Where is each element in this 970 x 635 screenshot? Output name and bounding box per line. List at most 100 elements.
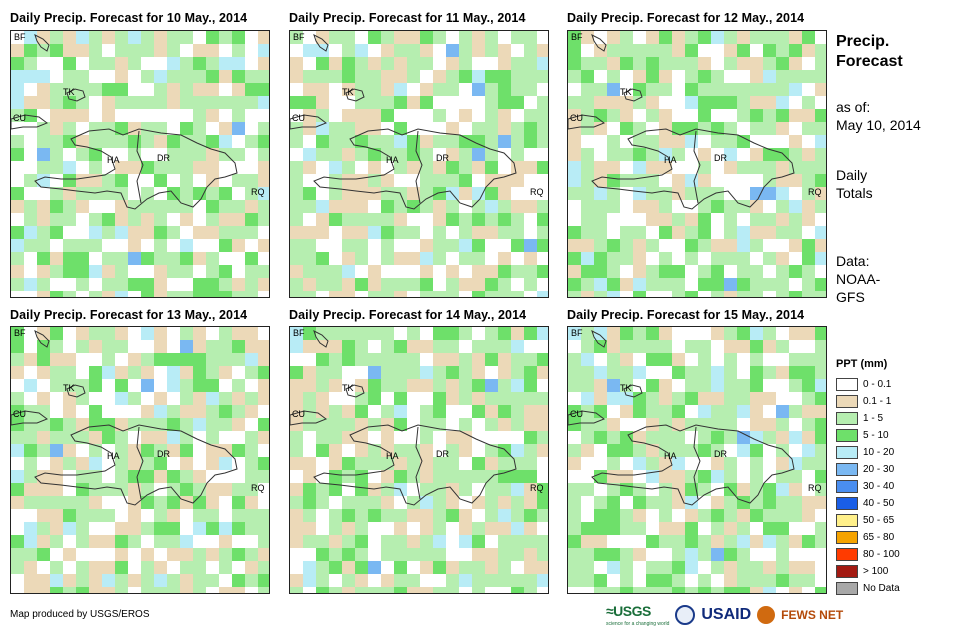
precip-cell (607, 187, 620, 200)
precip-cell (180, 548, 193, 561)
precip-cell (128, 379, 141, 392)
precip-cell (472, 83, 485, 96)
precip-cell (381, 509, 394, 522)
precip-cell (154, 561, 167, 574)
precip-cell (685, 392, 698, 405)
precip-cell (89, 496, 102, 509)
precip-cell (24, 392, 37, 405)
precip-cell (568, 470, 581, 483)
precip-cell (219, 418, 232, 431)
precip-cell (37, 44, 50, 57)
precip-cell (789, 483, 802, 496)
precip-cell (102, 483, 115, 496)
precip-cell (711, 44, 724, 57)
precip-cell (737, 252, 750, 265)
precip-cell (180, 431, 193, 444)
precip-cell (607, 574, 620, 587)
precip-cell (685, 483, 698, 496)
precip-cell (446, 418, 459, 431)
precip-cell (407, 548, 420, 561)
precip-cell (815, 265, 826, 278)
precip-cell (537, 252, 548, 265)
precip-cell (154, 431, 167, 444)
precip-cell (420, 122, 433, 135)
precip-cell (524, 187, 537, 200)
precip-cell (303, 278, 316, 291)
precip-cell (633, 522, 646, 535)
precip-cell (737, 135, 750, 148)
precip-cell (394, 135, 407, 148)
precip-cell (89, 392, 102, 405)
precip-cell (815, 291, 826, 297)
precip-cell (115, 470, 128, 483)
precip-cell (381, 44, 394, 57)
precip-cell (524, 265, 537, 278)
precip-cell (115, 265, 128, 278)
precip-cell (329, 392, 342, 405)
precip-cell (303, 340, 316, 353)
precip-cell (245, 239, 258, 252)
precip-cell (685, 83, 698, 96)
precip-cell (128, 148, 141, 161)
precip-cell (219, 278, 232, 291)
precip-cell (672, 96, 685, 109)
precip-cell (154, 366, 167, 379)
precip-cell (607, 109, 620, 122)
precip-cell (789, 83, 802, 96)
fews-globe-icon (757, 606, 776, 624)
precip-cell (698, 226, 711, 239)
place-label-ha: HA (107, 451, 120, 461)
precip-cell (433, 44, 446, 57)
precip-cell (381, 340, 394, 353)
precip-cell (355, 340, 368, 353)
precip-cell (63, 405, 76, 418)
precip-cell (141, 174, 154, 187)
precip-cell (316, 431, 329, 444)
precip-cell (50, 265, 63, 278)
precip-cell (219, 239, 232, 252)
precip-cell (342, 496, 355, 509)
precip-cell (381, 327, 394, 340)
precip-cell (776, 444, 789, 457)
precip-cell (724, 574, 737, 587)
precip-cell (368, 83, 381, 96)
precip-cell (193, 213, 206, 226)
precip-cell (672, 535, 685, 548)
precip-cell (154, 213, 167, 226)
precip-cell (290, 522, 303, 535)
precip-cell (50, 161, 63, 174)
precip-cell (698, 109, 711, 122)
legend-label: 1 - 5 (863, 413, 884, 424)
legend-label: 80 - 100 (863, 549, 900, 560)
precip-cell (381, 278, 394, 291)
precip-cell (24, 535, 37, 548)
precip-cell (633, 278, 646, 291)
precip-cell (459, 135, 472, 148)
precip-cell (355, 522, 368, 535)
precip-cell (128, 96, 141, 109)
precip-cell (394, 418, 407, 431)
precip-cell (290, 31, 303, 44)
panel-title-4: Daily Precip. Forecast for 13 May., 2014 (10, 308, 248, 322)
precip-cell (11, 174, 24, 187)
precip-cell (672, 561, 685, 574)
precip-cell (290, 561, 303, 574)
precip-cell (167, 431, 180, 444)
precip-cell (568, 522, 581, 535)
precip-cell (459, 470, 472, 483)
precip-cell (594, 574, 607, 587)
hispaniola-coastline (313, 424, 517, 506)
precip-cell (89, 278, 102, 291)
precip-cell (245, 226, 258, 239)
precip-cell (128, 548, 141, 561)
precip-cell (433, 405, 446, 418)
precip-cell (407, 522, 420, 535)
precip-cell (245, 444, 258, 457)
precip-cell (659, 122, 672, 135)
precip-cell (750, 187, 763, 200)
precip-cell (737, 535, 750, 548)
precip-cell (581, 327, 594, 340)
precip-cell (11, 265, 24, 278)
legend-label: 50 - 65 (863, 515, 895, 526)
precip-cell (646, 444, 659, 457)
